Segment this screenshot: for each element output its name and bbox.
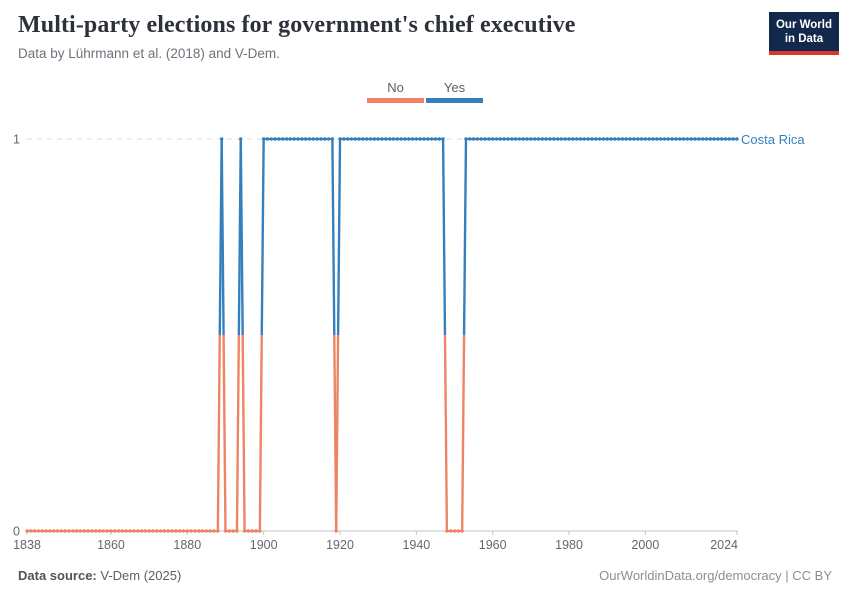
- svg-text:1860: 1860: [97, 538, 125, 552]
- owid-logo-line1: Our World: [775, 19, 832, 31]
- legend-swatch-yes: [426, 98, 483, 103]
- owid-logo-line2: in Data: [784, 33, 824, 46]
- legend-swatch-no: [367, 98, 424, 103]
- legend-label-yes: Yes: [443, 80, 466, 95]
- owid-logo[interactable]: Our World in Data: [768, 12, 839, 55]
- svg-text:2024: 2024: [710, 538, 738, 552]
- footer-source-label: Data source:: [18, 568, 97, 583]
- footer-credit-link[interactable]: OurWorldinData.org/democracy | CC BY: [599, 568, 832, 583]
- svg-text:1940: 1940: [402, 538, 430, 552]
- svg-text:0: 0: [13, 525, 20, 539]
- svg-text:1980: 1980: [555, 538, 583, 552]
- svg-text:1920: 1920: [326, 538, 354, 552]
- svg-text:1900: 1900: [250, 538, 278, 552]
- svg-text:1838: 1838: [13, 538, 41, 552]
- svg-text:1960: 1960: [479, 538, 507, 552]
- footer-source: Data source: V-Dem (2025): [18, 568, 181, 583]
- footer-source-value: V-Dem (2025): [96, 568, 182, 583]
- legend: No Yes: [0, 80, 850, 103]
- svg-text:1880: 1880: [173, 538, 201, 552]
- page-title: Multi-party elections for government's c…: [18, 12, 576, 38]
- legend-label-no: No: [387, 80, 404, 95]
- svg-text:2000: 2000: [631, 538, 659, 552]
- page-subtitle: Data by Lührmann et al. (2018) and V-Dem…: [18, 46, 280, 61]
- legend-item-yes[interactable]: Yes: [426, 80, 483, 103]
- svg-text:1: 1: [13, 133, 20, 147]
- entity-label-costa-rica[interactable]: Costa Rica: [741, 132, 805, 147]
- legend-item-no[interactable]: No: [367, 80, 424, 103]
